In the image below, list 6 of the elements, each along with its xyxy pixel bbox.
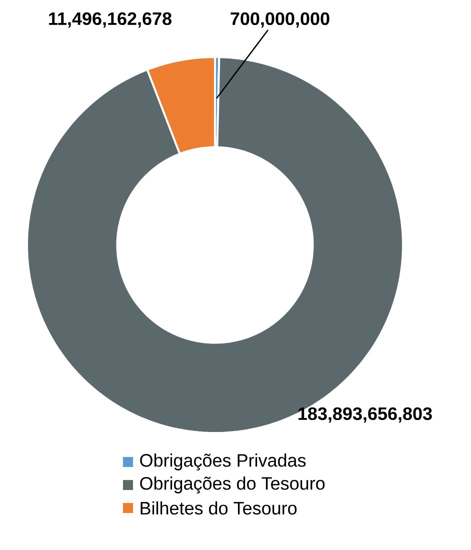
data-label: 183,893,656,803: [298, 407, 432, 423]
legend-label: Bilhetes do Tesouro: [140, 501, 297, 515]
data-label: 11,496,162,678: [49, 12, 172, 28]
data-label: 700,000,000: [230, 12, 330, 28]
legend-label: Obrigações do Tesouro: [140, 476, 325, 494]
legend-label: Obrigações Privadas: [140, 454, 306, 470]
